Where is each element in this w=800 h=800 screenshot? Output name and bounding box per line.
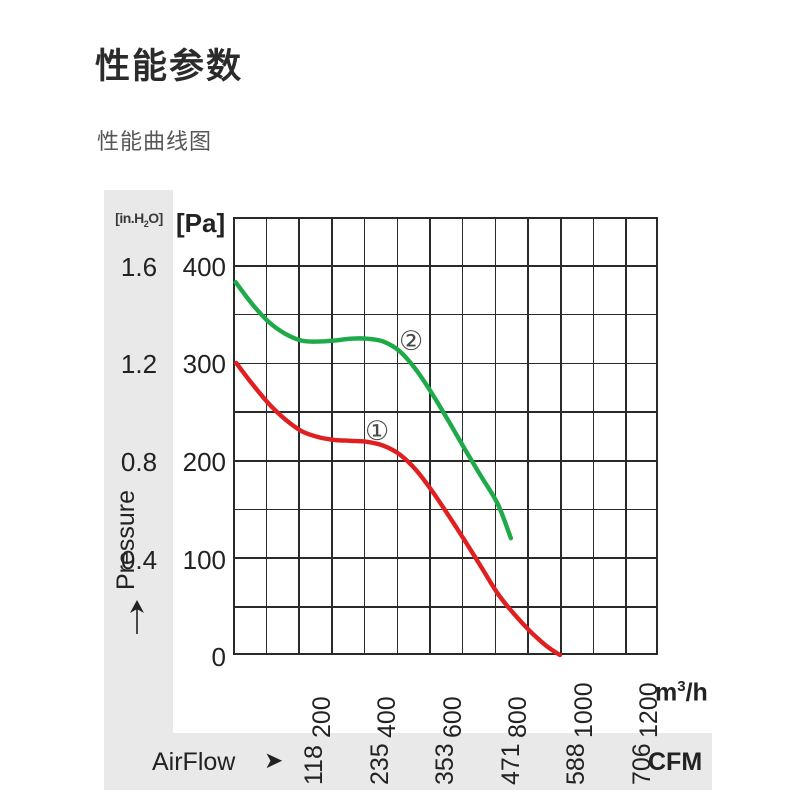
xtick-m3h-800: 800: [504, 696, 532, 738]
ytick-inh2o-1: 1.6: [120, 252, 158, 282]
xtick-m3h-1000: 1000: [570, 682, 598, 738]
gridline-h: [235, 557, 656, 559]
airflow-axis-label: AirFlow: [152, 748, 236, 776]
pressure-axis-label: Pressure: [112, 489, 140, 590]
xtick-m3h-400: 400: [373, 696, 401, 738]
up-arrow-icon: [130, 600, 144, 634]
unit-m3h-sup: 3: [677, 678, 686, 695]
page-subtitle: 性能曲线图: [97, 129, 213, 154]
gridline-h: [235, 362, 656, 365]
xtick-m3h-200: 200: [308, 696, 336, 738]
y-axis-unit-inh2o: [in.H2O]: [108, 210, 170, 229]
xtick-cfm-588: 588: [562, 743, 590, 785]
gridline-v: [298, 219, 300, 653]
ytick-inh2o-2: 1.2: [120, 349, 158, 379]
curve-layer: [233, 280, 563, 658]
gridline-v: [527, 219, 529, 653]
ytick-pa-0: 0: [211, 642, 226, 672]
xtick-m3h-600: 600: [439, 696, 467, 738]
xtick-cfm-118: 118: [300, 745, 328, 785]
ytick-pa-200: 200: [182, 447, 226, 477]
performance-curve-1: [234, 360, 563, 658]
gridline-v: [396, 219, 399, 653]
airflow-axis-band: [104, 733, 712, 790]
ytick-inh2o-3: 0.8: [120, 447, 158, 477]
xtick-cfm-353: 353: [431, 743, 459, 785]
unit-inh2o-sub: 2: [143, 218, 149, 229]
ytick-inh2o-4: 0.4: [120, 545, 158, 575]
gridline-v: [331, 219, 333, 653]
gridline-h: [235, 606, 656, 608]
unit-inh2o-tail: O]: [148, 210, 163, 226]
gridline-v: [592, 219, 595, 653]
gridline-v: [560, 219, 562, 653]
unit-m3h-tail: /h: [685, 678, 708, 707]
unit-inh2o-head: [in.H: [115, 210, 144, 226]
gridline-v: [461, 219, 464, 653]
gridline-h: [235, 313, 656, 316]
gridline-h: [235, 460, 656, 462]
xtick-cfm-235: 235: [366, 743, 394, 785]
gridline-v: [429, 219, 431, 653]
y-axis-unit-pa: [Pa]: [176, 208, 226, 238]
performance-curve-2: [233, 280, 514, 541]
x-axis-unit-cfm: CFM: [648, 748, 703, 776]
gridline-v: [265, 219, 268, 653]
unit-m3h-head: m: [655, 678, 678, 707]
page-title: 性能参数: [95, 47, 244, 86]
curve-2-marker: ②: [399, 326, 424, 357]
xtick-cfm-471: 471: [497, 743, 525, 785]
curve-1-marker: ①: [365, 416, 390, 447]
gridline-v: [363, 219, 366, 653]
ytick-pa-100: 100: [182, 545, 226, 575]
pressure-axis-band: [104, 190, 173, 790]
ytick-pa-400: 400: [182, 252, 226, 282]
ytick-pa-300: 300: [182, 349, 226, 379]
right-arrow-icon: ➤: [264, 747, 284, 773]
plot-frame: [233, 217, 658, 655]
gridline-v: [625, 219, 627, 653]
x-axis-unit-m3h: m3/h: [655, 678, 708, 707]
gridline-h: [235, 265, 656, 267]
gridline-v: [494, 219, 497, 653]
